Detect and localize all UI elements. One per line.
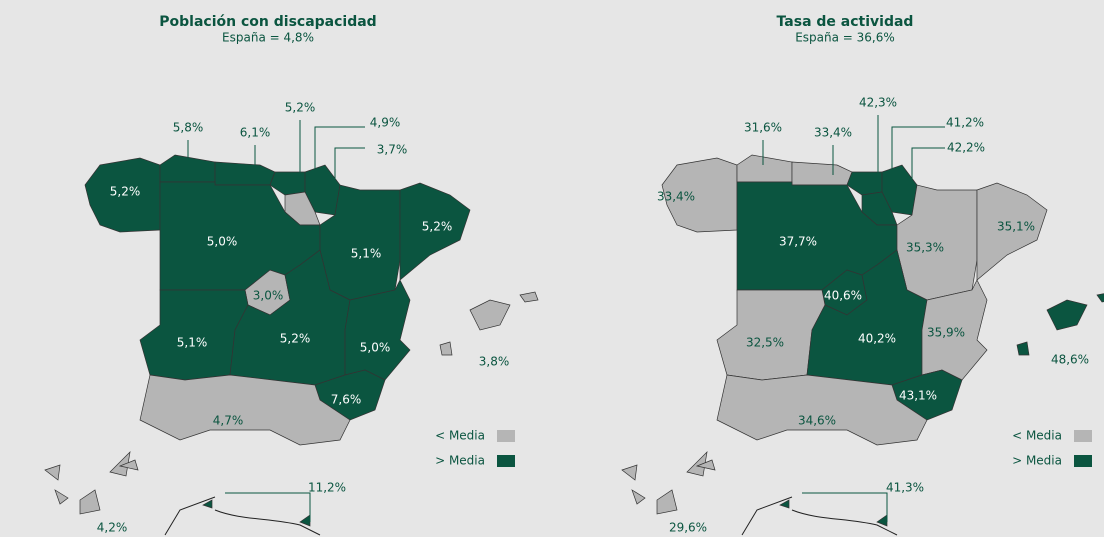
coastline [741,496,898,536]
coastline [164,496,321,536]
legend-label: < Media [435,429,485,443]
region [118,459,139,471]
region [1046,299,1088,331]
region [846,171,883,196]
region [299,514,311,527]
region-label: 42,2% [947,141,985,155]
legend-label: < Media [1012,429,1062,443]
region-label: 35,9% [927,326,965,340]
leader-line [911,147,945,200]
region [876,514,888,527]
region [139,374,351,446]
region-label: 11,2% [308,481,346,495]
region [631,489,646,505]
region-label: 40,6% [824,289,862,303]
map-title: Tasa de actividad [777,14,914,30]
region-label: 5,0% [207,235,238,249]
region-label: 40,2% [858,332,896,346]
legend-label: > Media [1012,454,1062,468]
legend-swatch [1074,455,1092,467]
region [779,499,790,509]
region [79,489,101,515]
region [214,161,276,186]
region-label: 3,8% [479,355,510,369]
region [736,154,793,183]
region-label: 4,2% [97,521,128,535]
region-label: 32,5% [746,336,784,350]
region [791,161,853,186]
legend-swatch [497,430,515,442]
region [469,299,511,331]
leader-line [334,147,365,200]
region-label: 43,1% [899,389,937,403]
region-label: 3,7% [377,143,408,157]
map [44,154,539,536]
region [621,464,638,481]
region-label: 42,3% [859,96,897,110]
region-label: 29,6% [669,521,707,535]
region-label: 5,2% [110,185,141,199]
region [976,182,1048,281]
legend-swatch [497,455,515,467]
region-label: 4,9% [370,116,401,130]
legend-swatch [1074,430,1092,442]
region-label: 31,6% [744,121,782,135]
region [716,374,928,446]
region [1096,293,1104,303]
region-label: 4,7% [213,414,244,428]
map [621,154,1104,536]
region-label: 5,2% [285,101,316,115]
region-label: 5,2% [422,220,453,234]
region-label: 3,0% [253,289,284,303]
region-label: 7,6% [331,393,362,407]
region-label: 37,7% [779,235,817,249]
region-label: 33,4% [657,190,695,204]
region-label: 5,0% [360,341,391,355]
region-label: 5,1% [177,336,208,350]
region-label: 5,1% [351,247,382,261]
leader-line [225,492,311,522]
region [54,489,69,505]
region-label: 48,6% [1051,353,1089,367]
map-title: Población con discapacidad [159,14,376,30]
region [399,182,471,281]
region [519,291,539,303]
map-subtitle: España = 4,8% [222,31,314,45]
region-label: 5,2% [280,332,311,346]
region [1016,341,1030,356]
map-subtitle: España = 36,6% [795,31,895,45]
legend-label: > Media [435,454,485,468]
region [439,341,453,356]
region-label: 6,1% [240,126,271,140]
region-label: 5,8% [173,121,204,135]
leader-line [314,126,365,190]
region [695,459,716,471]
region [656,489,678,515]
region-label: 41,2% [946,116,984,130]
region [202,499,213,509]
leader-line [891,126,945,190]
region-label: 33,4% [814,126,852,140]
region-label: 34,6% [798,414,836,428]
region-label: 35,3% [906,241,944,255]
leader-line [802,492,888,522]
region-label: 35,1% [997,220,1035,234]
region [44,464,61,481]
region-label: 41,3% [886,481,924,495]
